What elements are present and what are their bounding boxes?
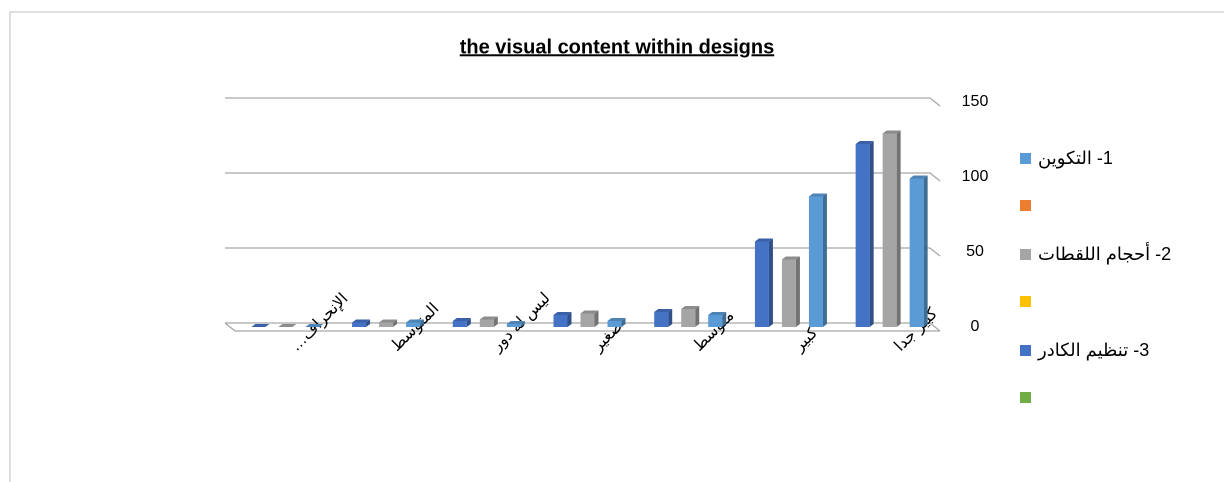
bar-top (278, 324, 297, 327)
y-tick-label: 100 (962, 168, 989, 185)
bar (654, 312, 669, 327)
bar (479, 319, 494, 327)
bar-side (822, 193, 827, 327)
bar-side (420, 319, 425, 327)
bar (882, 133, 897, 327)
bar-top (352, 319, 371, 323)
bar-top (553, 312, 572, 315)
bar (406, 322, 421, 327)
bar (506, 324, 521, 327)
legend-swatch (1020, 345, 1031, 356)
legend-swatch (1020, 153, 1031, 164)
chart-border (9, 11, 1224, 482)
bar-top (909, 175, 928, 179)
bar-side (695, 306, 700, 327)
bar-side (795, 256, 800, 327)
bar-top (406, 319, 425, 323)
bar (580, 313, 595, 327)
bar (452, 321, 467, 327)
bar-top (379, 319, 398, 323)
bar-side (520, 321, 525, 327)
bar-side (722, 312, 727, 327)
legend-swatch (1020, 392, 1031, 403)
legend-label: 3- تنظيم الكادر (1037, 340, 1149, 361)
bar-side (567, 312, 572, 327)
bar-top (607, 318, 626, 321)
legend-swatch (1020, 296, 1031, 307)
grid-line (225, 97, 941, 107)
bar-top (855, 141, 874, 144)
bar-side (869, 141, 874, 327)
bar (553, 315, 568, 327)
bar-side (768, 238, 773, 327)
bar (352, 322, 367, 327)
y-tick-label: 0 (971, 318, 980, 335)
bar (754, 241, 769, 327)
bar (708, 315, 723, 327)
bar-side (594, 310, 599, 327)
bar-top (708, 312, 727, 315)
bar-top (305, 324, 324, 327)
bar-side (923, 175, 928, 327)
bar (855, 144, 870, 327)
bar-side (668, 309, 673, 327)
legend-label: 2- أحجام اللقطات (1038, 242, 1171, 264)
bar (781, 259, 796, 327)
bar-top (654, 309, 673, 312)
legend-label: 1- التكوين (1038, 148, 1113, 169)
bar-top (506, 321, 525, 324)
y-tick-label: 50 (966, 243, 984, 260)
legend-swatch (1020, 249, 1031, 260)
bar-top (754, 238, 773, 242)
bar-top (882, 130, 901, 134)
bar-top (580, 310, 599, 314)
chart-title: the visual content within designs (460, 36, 774, 58)
grid-line (225, 172, 941, 182)
bar-top (452, 318, 471, 321)
bar-top (681, 306, 700, 309)
bar (607, 321, 622, 327)
bar (909, 178, 924, 327)
bar (681, 309, 696, 327)
bar-side (896, 130, 901, 327)
bar (379, 322, 394, 327)
floor (224, 322, 940, 332)
bar-top (781, 256, 800, 260)
bar-top (251, 324, 270, 327)
grid-line (225, 247, 941, 257)
bar-top (479, 316, 498, 320)
bar-top (808, 193, 827, 197)
bar-side (393, 319, 398, 327)
legend-swatch (1020, 200, 1031, 211)
bar (808, 196, 823, 327)
bar-side (493, 316, 498, 327)
y-tick-label: 150 (962, 93, 989, 110)
bar-side (366, 319, 371, 327)
